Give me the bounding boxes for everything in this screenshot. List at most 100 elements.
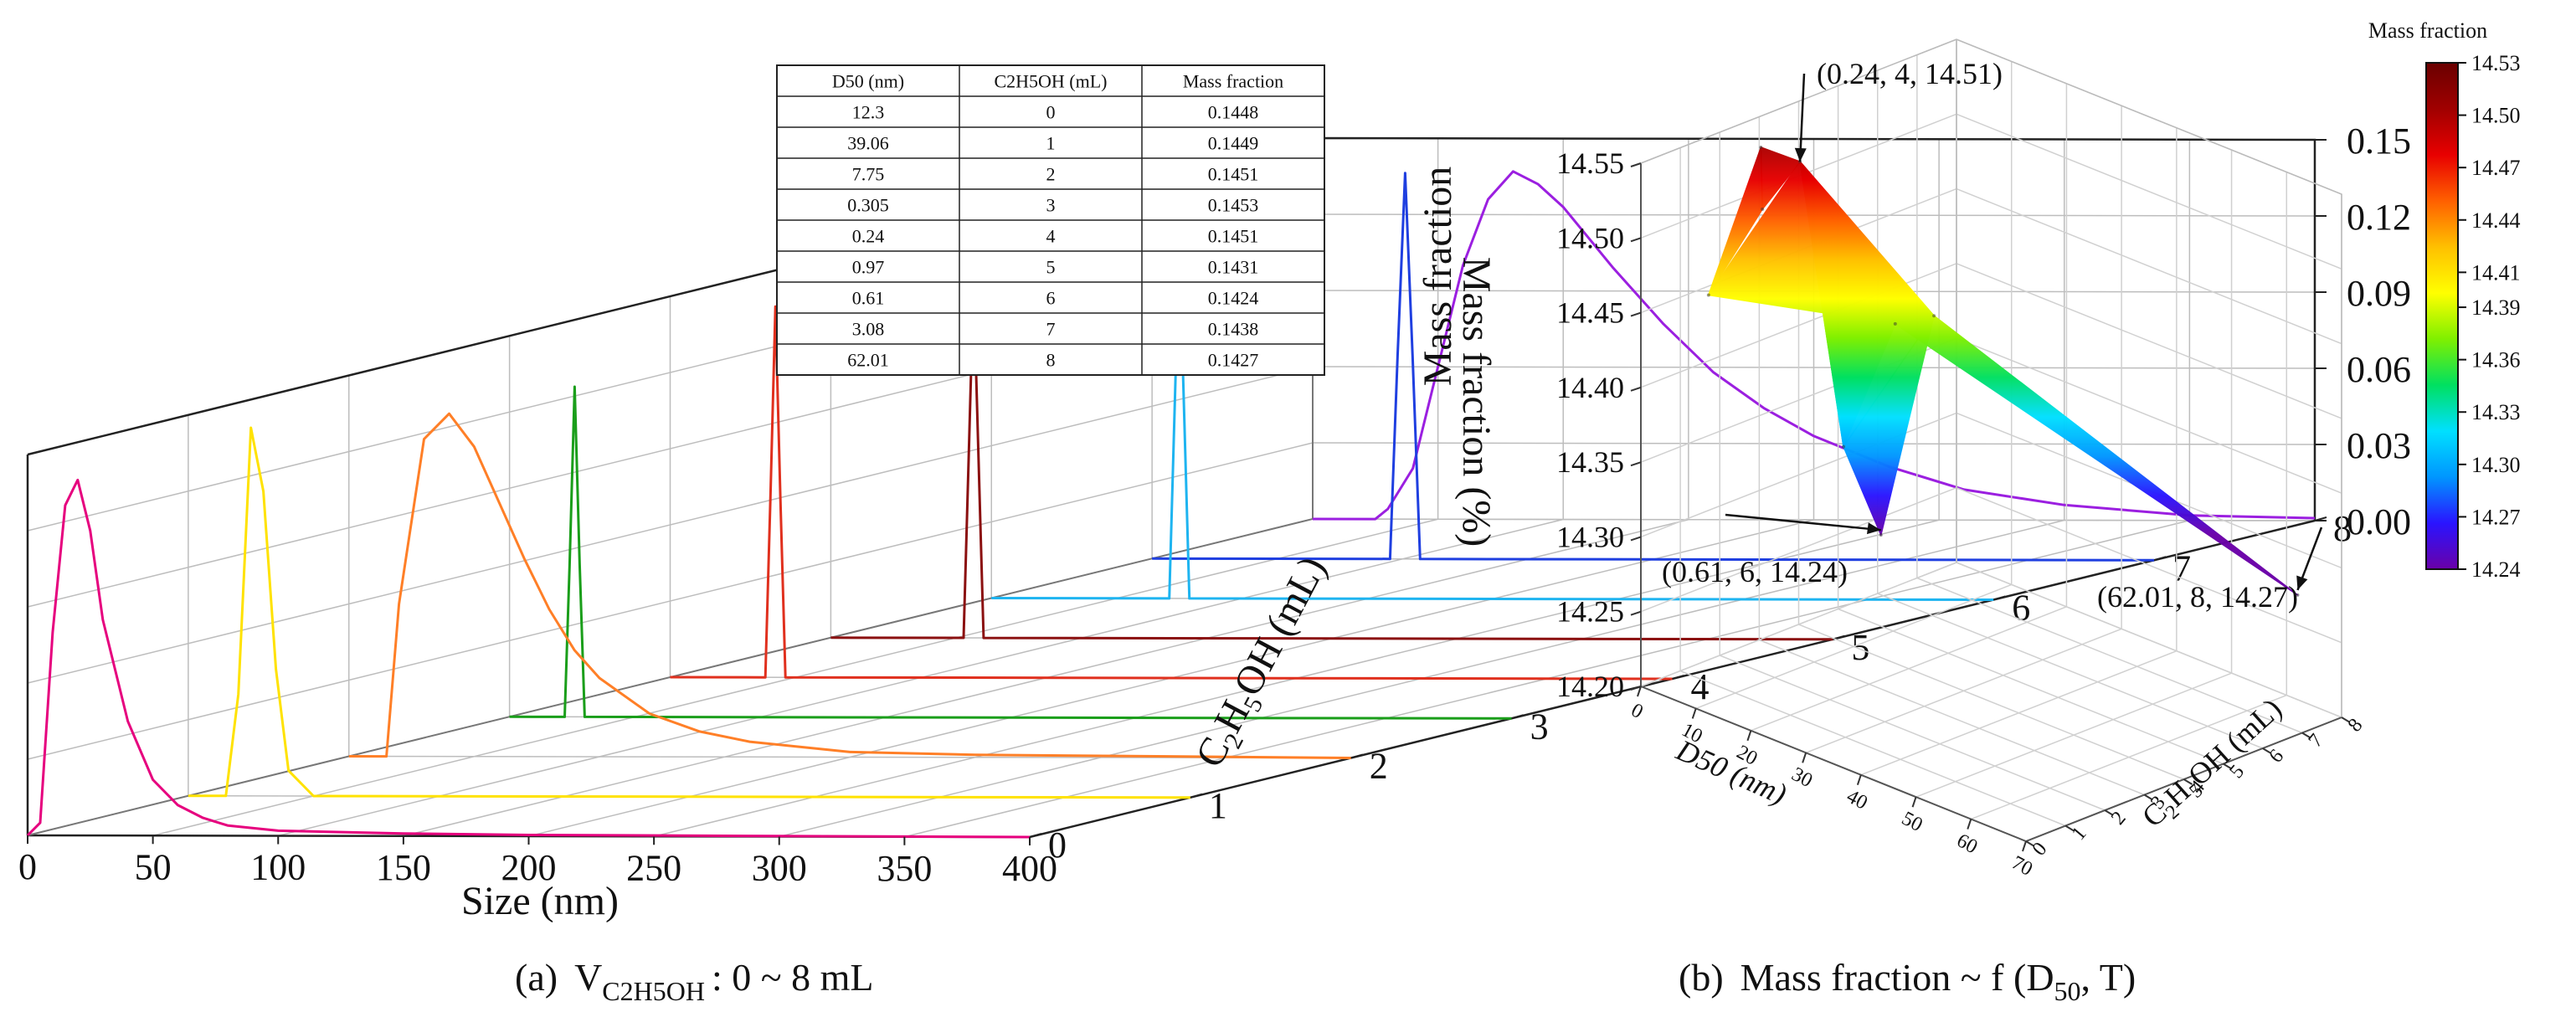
table-cell: 4: [1046, 226, 1056, 247]
b-z-tick-mark-3: [1630, 461, 1642, 467]
colorbar-ticks: 14.53 14.50 14.47 14.44 14.41 14.39 14.36 14.33…: [2458, 51, 2521, 582]
panel-a-x-axis-title: Size (nm): [461, 879, 619, 923]
x-tick-label-3: 150: [376, 847, 431, 888]
annotation-arrow-head-2: [2296, 575, 2308, 590]
table-cell: 0.1448: [1208, 102, 1259, 123]
table-cell: 0.1451: [1208, 226, 1259, 247]
b-y-tick-label-6: 6: [2265, 746, 2289, 768]
b-x-tick-label-6: 60: [1953, 830, 1981, 858]
surface-point-3: [1759, 146, 1763, 150]
b-x-tick-mark-7: [2022, 840, 2027, 852]
b-floor-grid-x-0: [1640, 562, 1957, 687]
colorbar-tick-label-1: 14.50: [2471, 104, 2521, 128]
b-x-tick-mark-4: [1856, 774, 1862, 786]
x-tick-label-0: 0: [18, 846, 37, 887]
table-header-cell: Mass fraction: [1183, 71, 1283, 92]
series-line-4: [670, 305, 1673, 681]
x-tick-label-5: 250: [626, 847, 681, 888]
series-line-2: [348, 412, 1351, 759]
b-y-tick-mark-8: [2341, 717, 2351, 723]
colorbar-tick-label-2: 14.47: [2471, 156, 2521, 180]
surface-facet-6: [1895, 315, 2299, 596]
colorbar-tick-label-4: 14.41: [2471, 260, 2521, 285]
surface-point-7: [1932, 314, 1936, 318]
b-x-tick-label-4: 40: [1843, 785, 1870, 814]
annotation-label-1: (0.61, 6, 14.24): [1662, 555, 1848, 588]
b-x-tick-label-3: 30: [1788, 763, 1816, 792]
annotation-arrow-head-0: [1794, 147, 1807, 162]
table-cell: 3.08: [852, 319, 885, 340]
b-x-tick-mark-1: [1691, 708, 1697, 719]
b-y-tick-mark-7: [2301, 732, 2311, 739]
b-back-wall-grid-z-1: [1956, 487, 2342, 644]
panel-b-y-axis-title: C2H5OH (mL): [2136, 691, 2291, 837]
b-x-tick-mark-3: [1802, 752, 1807, 763]
b-z-tick-label-5: 14.45: [1556, 296, 1624, 330]
b-y-tick-mark-3: [2143, 794, 2153, 801]
y-tick-label-8: 8: [2333, 508, 2352, 549]
panel-b-caption: (b) Mass fraction ~ f (D50, T): [1679, 956, 2136, 1006]
b-z-tick-mark-7: [1630, 162, 1642, 167]
surface-point-5: [1841, 444, 1845, 449]
b-x-tick-label-0: 0: [1627, 700, 1647, 724]
table-cell: 7: [1046, 319, 1056, 340]
b-y-tick-label-0: 0: [2028, 839, 2052, 860]
b-floor-grid-y-5: [1838, 608, 2224, 765]
panel-b-caption-main: Mass fraction ~ f (D: [1740, 956, 2054, 999]
table-cell: 0.1453: [1208, 195, 1259, 216]
panel-b-surface: [1706, 146, 2300, 597]
annotation-arrow-head-1: [1867, 522, 1881, 535]
b-z-tick-mark-4: [1630, 386, 1642, 392]
surface-point-0: [1706, 293, 1710, 297]
b-z-tick-label-6: 14.50: [1556, 221, 1624, 254]
panel-a-caption-sub: C2H5OH: [602, 976, 705, 1006]
colorbar-bar: [2425, 62, 2459, 570]
z-tick-label-5: 0.15: [2347, 121, 2411, 162]
x-tick-label-8: 400: [1002, 848, 1057, 889]
panel-b-surface-chart: 14.20 14.25 14.30 14.35 14.40 14.45 14.50 14.55…: [1454, 18, 2521, 1006]
y-tick-label-1: 1: [1209, 785, 1227, 826]
panel-a-waterfall-chart: 0 50 100 150 200 250 300 350 4000123456780.000.0…: [18, 64, 2411, 1006]
x-tick-label-2: 100: [250, 847, 306, 888]
b-z-tick-mark-2: [1630, 536, 1642, 542]
table-cell: 0.1451: [1208, 164, 1259, 185]
b-back-wall-grid-z-3: [1956, 337, 2342, 494]
x-tick-label-4: 200: [501, 847, 557, 888]
panel-a-caption: (a) VC2H5OH: 0 ~ 8 mL: [515, 956, 874, 1006]
annotation-label-2: (62.01, 8, 14.27): [2097, 580, 2298, 614]
table-cell: 0.61: [852, 288, 885, 309]
b-z-tick-label-1: 14.25: [1556, 595, 1624, 629]
y-tick-mark-3: [1511, 714, 1524, 720]
b-x-tick-mark-2: [1746, 730, 1752, 742]
table-cell: 0.97: [852, 257, 885, 278]
b-floor-grid-x-5: [1915, 672, 2232, 798]
panel-a-caption-suffix: : 0 ~ 8 mL: [712, 956, 874, 999]
surface-point-1: [1893, 321, 1897, 326]
z-tick-label-0: 0.00: [2347, 501, 2411, 542]
z-tick-label-4: 0.12: [2347, 197, 2411, 238]
table-cell: 0.1449: [1208, 133, 1259, 154]
b-back-wall-grid-z-5: [1956, 188, 2342, 345]
series-line-0: [26, 478, 1031, 839]
y-tick-mark-0: [1029, 833, 1042, 838]
colorbar-tick-label-8: 14.30: [2471, 453, 2521, 477]
colorbar-tick-label-9: 14.27: [2471, 505, 2521, 529]
surface-facet-1: [1760, 146, 1801, 210]
series-line-3: [509, 385, 1512, 720]
b-z-tick-mark-6: [1630, 237, 1642, 243]
b-z-tick-mark-1: [1630, 610, 1642, 616]
b-y-tick-mark-1: [2064, 824, 2075, 832]
b-z-tick-label-0: 14.20: [1556, 670, 1624, 703]
y-tick-label-2: 2: [1370, 746, 1388, 787]
table-cell: 12.3: [852, 102, 885, 123]
b-floor-grid-x-2: [1751, 606, 2067, 732]
b-z-tick-label-7: 14.55: [1556, 146, 1624, 180]
x-tick-label-1: 50: [135, 846, 172, 887]
colorbar-tick-label-6: 14.36: [2471, 348, 2521, 372]
surface-point-6: [1879, 533, 1883, 537]
panel-b-caption-prefix: (b): [1679, 956, 1724, 999]
y-tick-label-5: 5: [1851, 627, 1869, 668]
x-tick-label-7: 350: [877, 848, 932, 889]
b-z-tick-mark-5: [1630, 311, 1642, 317]
